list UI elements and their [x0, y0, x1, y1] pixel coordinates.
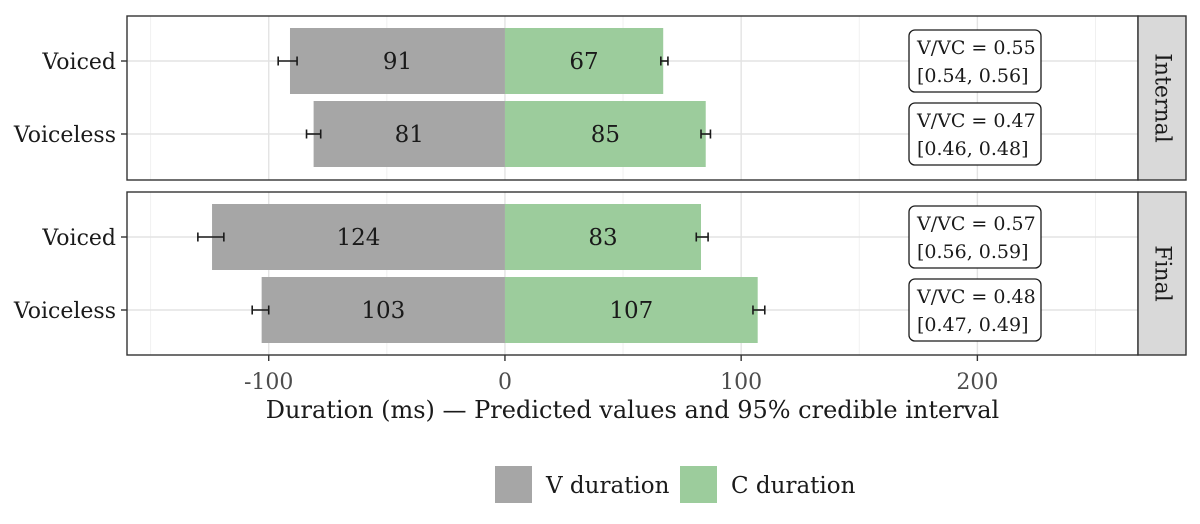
- facet-strip: Internal: [1137, 15, 1187, 181]
- x-axis-title: Duration (ms) — Predicted values and 95%…: [266, 396, 999, 424]
- v-duration-bar: [313, 101, 505, 167]
- vvc-ratio-annotation: V/VC = 0.57 [0.56, 0.59]: [908, 205, 1042, 269]
- c-duration-bar: [504, 204, 702, 270]
- c-duration-value-label: 83: [588, 225, 617, 251]
- c-duration-value-label: 107: [609, 298, 653, 324]
- facet-strip-label: Internal: [1150, 53, 1175, 143]
- vvc-ratio-annotation: V/VC = 0.47 [0.46, 0.48]: [908, 102, 1042, 166]
- vvc-credible-interval-text: [0.56, 0.59]: [917, 241, 1029, 263]
- c-duration-bar: [504, 101, 706, 167]
- annotation-box: [908, 102, 1042, 166]
- legend-label: V duration: [545, 473, 670, 499]
- vvc-ratio-annotation: V/VC = 0.55 [0.54, 0.56]: [908, 29, 1042, 93]
- legend-swatch: [495, 466, 532, 503]
- legend-item-v: V duration: [495, 466, 670, 503]
- vvc-ratio-text: V/VC = 0.47: [916, 110, 1036, 132]
- legend-swatch: [680, 466, 717, 503]
- vvc-ratio-annotation: V/VC = 0.48 [0.47, 0.49]: [908, 278, 1042, 342]
- vvc-credible-interval-text: [0.46, 0.48]: [917, 138, 1029, 160]
- v-duration-value-label: 103: [361, 298, 405, 324]
- facet-strip-label: Final: [1150, 245, 1175, 302]
- facet-strip-background: [1137, 15, 1187, 181]
- y-tick-label-voiceless: Voiceless: [13, 299, 116, 324]
- c-error-bar: [700, 129, 712, 139]
- legend-label: C duration: [731, 473, 856, 499]
- v-duration-value-label: 91: [383, 49, 412, 75]
- y-tick-label-voiced: Voiced: [41, 50, 116, 75]
- x-tick-label: 0: [498, 370, 512, 395]
- annotation-box: [908, 278, 1042, 342]
- legend: V duration C duration: [495, 466, 856, 503]
- v-duration-bar: [261, 277, 505, 343]
- v-duration-bar: [289, 28, 505, 94]
- vvc-credible-interval-text: [0.54, 0.56]: [917, 65, 1029, 87]
- c-error-bar: [752, 305, 766, 315]
- c-duration-value-label: 85: [591, 122, 620, 148]
- v-error-bar: [305, 129, 322, 139]
- v-error-bar: [197, 232, 225, 242]
- c-duration-value-label: 67: [569, 49, 598, 75]
- vvc-ratio-text: V/VC = 0.48: [916, 286, 1036, 308]
- y-tick-label-voiced: Voiced: [41, 226, 116, 251]
- x-tick-label: 200: [956, 370, 998, 395]
- facet-strip-background: [1137, 191, 1187, 356]
- vvc-ratio-text: V/VC = 0.55: [916, 37, 1036, 59]
- vvc-ratio-text: V/VC = 0.57: [916, 213, 1036, 235]
- x-tick-label: -100: [244, 370, 293, 395]
- facet-panel-internal: 91 67 V/VC = 0.55 [0.54, 0.56] Voiced 81 85 V/V…: [13, 15, 1187, 181]
- annotation-box: [908, 29, 1042, 93]
- v-duration-value-label: 81: [395, 122, 424, 148]
- c-error-bar: [695, 232, 709, 242]
- v-duration-bar: [212, 204, 505, 270]
- x-tick-label: 100: [720, 370, 762, 395]
- v-duration-value-label: 124: [337, 225, 381, 251]
- c-error-bar: [660, 56, 669, 66]
- c-duration-bar: [504, 28, 664, 94]
- facet-strip: Final: [1137, 191, 1187, 356]
- legend-item-c: C duration: [680, 466, 856, 503]
- vvc-credible-interval-text: [0.47, 0.49]: [917, 314, 1029, 336]
- facet-panel-final: 124 83 V/VC = 0.57 [0.56, 0.59] Voiced 103 107…: [13, 191, 1187, 356]
- v-error-bar: [251, 305, 270, 315]
- c-duration-bar: [504, 277, 758, 343]
- annotation-box: [908, 205, 1042, 269]
- y-tick-label-voiceless: Voiceless: [13, 123, 116, 148]
- v-error-bar: [277, 56, 298, 66]
